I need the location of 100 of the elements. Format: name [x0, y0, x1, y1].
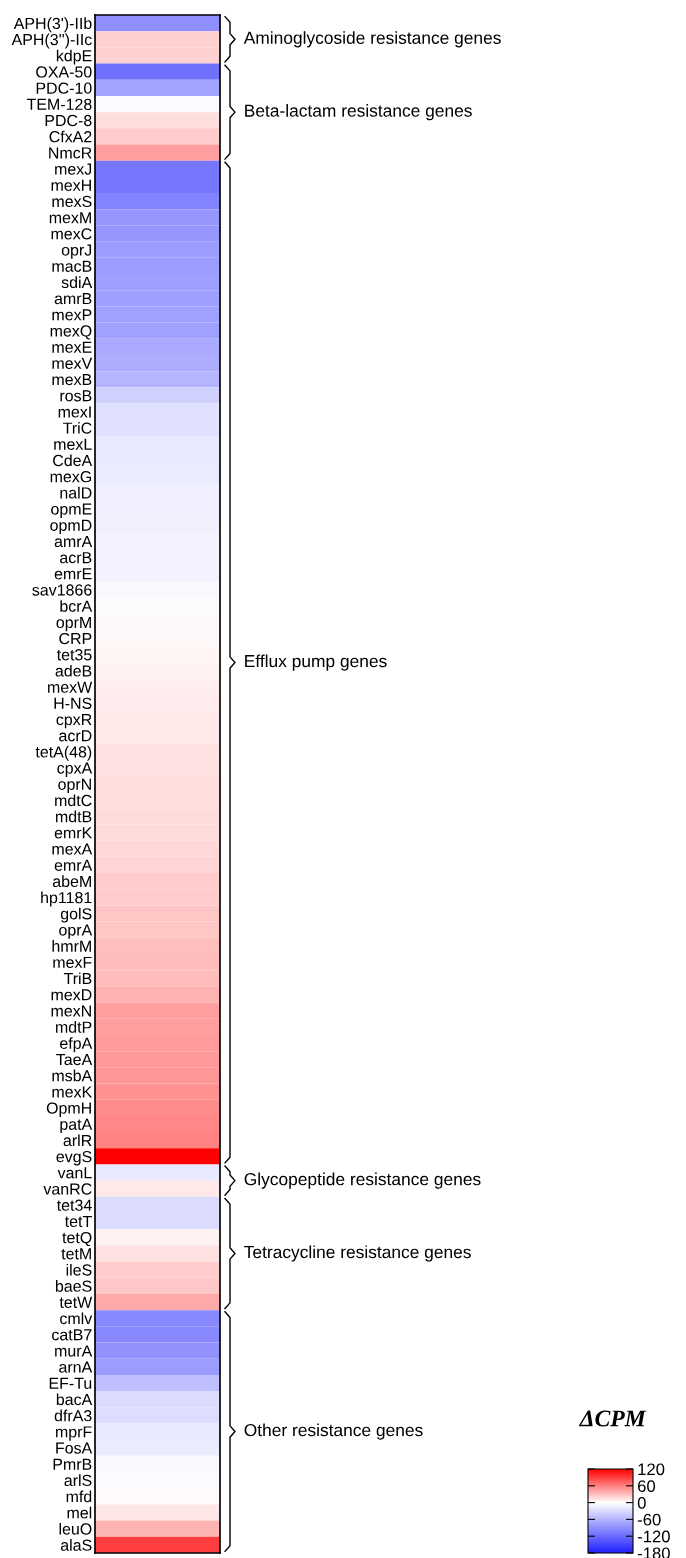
y-tick-label: oprA: [59, 924, 93, 939]
y-tick-label: abeM: [52, 875, 91, 888]
y-tick-label: mexH: [51, 179, 91, 191]
y-tick-label: mexW: [48, 681, 93, 693]
y-tick-label: nalD: [60, 486, 92, 499]
y-tick-label: TriC: [63, 422, 92, 434]
y-tick-label: TriB: [63, 972, 92, 985]
y-tick-label: PmrB: [53, 1458, 92, 1470]
y-tick-label: FosA: [56, 1442, 93, 1454]
text: Other resistance genes: [244, 1423, 423, 1440]
y-tick-label: amrB: [54, 293, 92, 305]
text: Glycopeptide resistance genes: [244, 1172, 481, 1189]
y-tick-label: tet34: [56, 1199, 92, 1211]
y-tick-label: hmrM: [52, 940, 91, 952]
y-tick-label: adeB: [55, 664, 92, 677]
y-tick-label: arnA: [59, 1361, 93, 1373]
y-tick-label: oprM: [56, 616, 91, 632]
y-tick-label: TaeA: [56, 1054, 93, 1066]
y-tick-label: mexI: [58, 406, 91, 418]
y-tick-label: evgS: [56, 1150, 92, 1166]
y-tick-label: emrA: [54, 859, 93, 871]
y-tick-label: mexS: [52, 195, 92, 208]
y-tick-label: tetT: [64, 1215, 92, 1228]
y-tick-label: tet35: [56, 649, 92, 661]
y-tick-label: mel: [67, 1506, 92, 1519]
y-tick-label: bacA: [56, 1393, 93, 1406]
y-tick-label: rosB: [60, 390, 92, 402]
y-tick-label: tetA(48): [35, 745, 92, 761]
y-tick-label: opmD: [50, 519, 92, 535]
y-tick-label: murA: [55, 1345, 93, 1357]
y-tick-label: golS: [60, 907, 92, 923]
y-tick-label: mdtB: [56, 810, 92, 823]
y-tick-label: mexL: [54, 438, 92, 450]
y-tick-label: amrA: [54, 535, 93, 548]
y-tick-label: oprJ: [61, 244, 92, 259]
text: Aminoglycoside resistance genes: [243, 31, 501, 48]
y-tick-label: PDC-10: [36, 82, 92, 94]
y-tick-label: tetQ: [62, 1231, 92, 1247]
y-tick-label: hp1181: [41, 891, 92, 907]
y-tick-label: TEM-128: [26, 98, 92, 110]
y-tick-label: CdeA: [53, 454, 93, 467]
y-tick-label: macB: [52, 260, 92, 272]
y-tick-label: PDC-8: [45, 114, 92, 127]
y-tick-label: mexJ: [55, 163, 92, 175]
y-tick-label: EF-Tu: [49, 1377, 92, 1389]
y-tick-label: H-NS: [54, 697, 92, 709]
y-tick-label: alaS: [60, 1539, 92, 1551]
y-tick-label: mexK: [52, 1086, 93, 1098]
y-tick-label: mdtP: [56, 1021, 92, 1033]
y-tick-label: CRP: [59, 632, 92, 645]
y-tick-label: mexA: [52, 843, 93, 855]
y-tick-label: patA: [60, 1118, 93, 1134]
text: Efflux pump genes: [245, 654, 387, 671]
y-tick-label: mexF: [53, 956, 92, 969]
y-tick-label: cmlv: [60, 1312, 93, 1325]
text: Beta-lactam resistance genes: [245, 104, 472, 121]
y-tick-label: mexE: [52, 341, 92, 353]
y-tick-label: emrK: [54, 827, 93, 839]
y-tick-label: sav1866: [32, 584, 92, 596]
color-bar-title: ΔCPM: [578, 1410, 647, 1427]
color-bar-label: 60: [638, 1480, 656, 1492]
y-tick-label: emrE: [54, 568, 92, 580]
y-tick-label: leuO: [59, 1522, 92, 1535]
y-tick-label: OXA-50: [36, 66, 92, 78]
y-tick-label: APH(3')-IIb: [13, 17, 92, 33]
y-tick-label: mexV: [52, 357, 93, 370]
y-tick-label: efpA: [60, 1037, 93, 1053]
color-bar-label: 0: [637, 1497, 646, 1509]
y-tick-label: bcrA: [60, 600, 93, 612]
y-tick-label: opmE: [51, 503, 92, 518]
y-tick-label: kdpE: [56, 49, 92, 65]
y-tick-label: tetM: [61, 1248, 91, 1260]
y-tick-label: mfd: [66, 1490, 92, 1503]
y-tick-label: OpmH: [46, 1102, 91, 1117]
color-bar-label: -60: [637, 1513, 661, 1526]
y-tick-label: ileS: [66, 1263, 92, 1276]
y-tick-label: cpxA: [57, 762, 93, 777]
y-tick-label: sdiA: [61, 276, 93, 289]
y-tick-label: vanL: [57, 1167, 92, 1179]
y-tick-label: catB7: [52, 1329, 92, 1341]
y-tick-label: mexQ: [50, 325, 92, 340]
y-tick-label: mexD: [51, 989, 92, 1001]
y-tick-label: mexB: [52, 374, 92, 386]
y-tick-label: CfxA2: [49, 130, 92, 143]
y-tick-label: arlS: [64, 1474, 92, 1487]
text: Tetracycline resistance genes: [244, 1245, 471, 1262]
y-tick-label: acrB: [60, 552, 92, 564]
y-tick-label: APH(3'')-IIc: [11, 33, 92, 49]
y-tick-label: mexP: [52, 309, 92, 321]
y-tick-label: oprN: [58, 778, 91, 794]
y-tick-label: vanRC: [43, 1183, 92, 1195]
y-tick-label: mexC: [51, 228, 92, 240]
y-tick-label: msbA: [52, 1069, 93, 1082]
y-tick-label: baeS: [55, 1280, 92, 1292]
y-tick-label: NmcR: [49, 147, 92, 159]
y-tick-label: mexG: [50, 471, 92, 483]
color-bar-label: -120: [637, 1530, 670, 1543]
y-tick-label: mdtC: [55, 794, 92, 807]
y-tick-label: mprF: [56, 1426, 92, 1441]
y-tick-label: acrD: [59, 730, 92, 742]
